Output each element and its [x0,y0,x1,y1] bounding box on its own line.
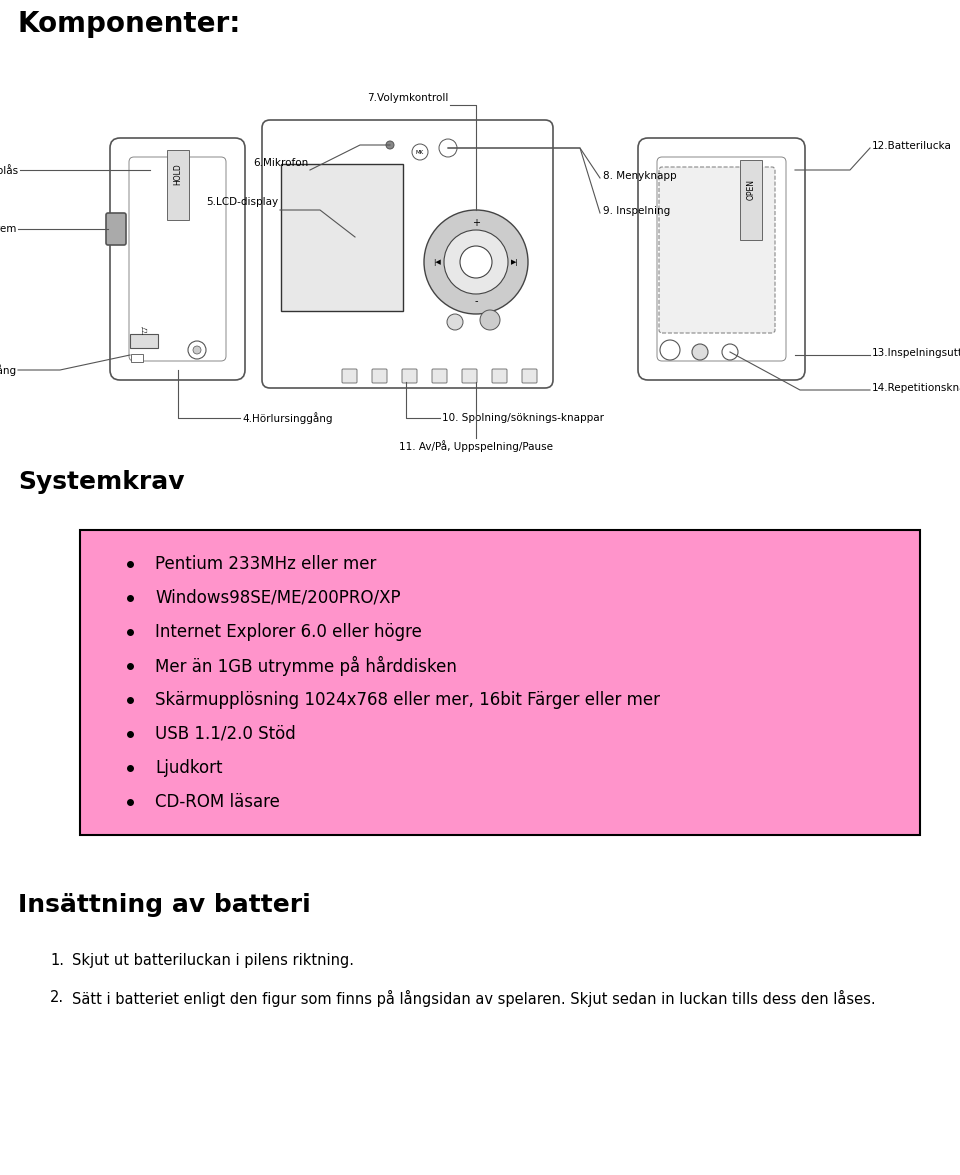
Text: Mer än 1GB utrymme på hårddisken: Mer än 1GB utrymme på hårddisken [155,656,457,676]
FancyBboxPatch shape [262,120,553,388]
Circle shape [193,345,201,354]
Circle shape [439,139,457,157]
Text: Windows98SE/ME/200PRO/XP: Windows98SE/ME/200PRO/XP [155,589,400,607]
Text: ⚐: ⚐ [139,327,149,337]
Circle shape [660,340,680,360]
Circle shape [444,230,508,294]
FancyBboxPatch shape [659,167,775,333]
Circle shape [424,210,528,314]
Text: -: - [474,296,478,306]
Text: Insättning av batteri: Insättning av batteri [18,893,311,916]
FancyBboxPatch shape [522,369,537,383]
Circle shape [480,310,500,330]
Text: Skärmupplösning 1024x768 eller mer, 16bit Färger eller mer: Skärmupplösning 1024x768 eller mer, 16bi… [155,691,660,709]
Text: 5.LCD-display: 5.LCD-display [205,197,278,207]
Text: Pentium 233MHz eller mer: Pentium 233MHz eller mer [155,555,376,573]
Bar [130,334,158,348]
FancyBboxPatch shape [129,157,226,361]
Text: 11. Av/På, Uppspelning/Pause: 11. Av/På, Uppspelning/Pause [399,439,553,452]
Text: Ljudkort: Ljudkort [155,759,223,777]
Circle shape [692,344,708,360]
Circle shape [447,314,463,330]
FancyBboxPatch shape [657,157,786,361]
Text: 9. Inspelning: 9. Inspelning [603,206,670,216]
Text: Komponenter:: Komponenter: [18,11,241,38]
Text: HOLD: HOLD [174,163,182,184]
Circle shape [722,344,738,360]
Text: 2.Fäste för halsrem: 2.Fäste för halsrem [0,224,16,234]
FancyBboxPatch shape [462,369,477,383]
FancyBboxPatch shape [638,137,805,380]
Text: +: + [472,219,480,228]
Text: Skjut ut batteriluckan i pilens riktning.: Skjut ut batteriluckan i pilens riktning… [72,953,354,968]
Text: 10. Spolning/söknings-knappar: 10. Spolning/söknings-knappar [442,412,604,423]
Text: OPEN: OPEN [747,179,756,200]
Circle shape [460,246,492,278]
Text: CD-ROM läsare: CD-ROM läsare [155,793,280,811]
Text: 1. Knapplås: 1. Knapplås [0,165,18,176]
FancyBboxPatch shape [342,369,357,383]
FancyBboxPatch shape [110,137,245,380]
Text: Systemkrav: Systemkrav [18,470,184,493]
Bar [740,160,762,240]
Text: 12.Batterilucka: 12.Batterilucka [872,141,952,152]
Text: 14.Repetitionsknapp: 14.Repetitionsknapp [872,383,960,392]
Text: Sätt i batteriet enligt den figur som finns på långsidan av spelaren. Skjut seda: Sätt i batteriet enligt den figur som fi… [72,991,876,1007]
FancyBboxPatch shape [432,369,447,383]
Circle shape [188,341,206,360]
FancyBboxPatch shape [80,530,920,835]
Text: MK: MK [416,149,424,154]
Text: 3. USB-ingång: 3. USB-ingång [0,364,16,376]
Text: 6.Mikrofon: 6.Mikrofon [252,157,308,168]
Text: 8. Menyknapp: 8. Menyknapp [603,172,677,181]
FancyBboxPatch shape [281,165,403,311]
Bar [167,150,189,220]
FancyBboxPatch shape [372,369,387,383]
Text: |◀: |◀ [433,258,441,266]
Text: 2.: 2. [50,991,64,1005]
Text: Internet Explorer 6.0 eller högre: Internet Explorer 6.0 eller högre [155,623,421,642]
Text: USB 1.1/2.0 Stöd: USB 1.1/2.0 Stöd [155,725,296,743]
FancyBboxPatch shape [106,213,126,246]
Circle shape [412,145,428,160]
Circle shape [386,141,394,149]
FancyBboxPatch shape [402,369,417,383]
Text: 7.Volymkontroll: 7.Volymkontroll [367,93,448,103]
Text: 13.Inspelningsuttag: 13.Inspelningsuttag [872,348,960,358]
FancyBboxPatch shape [492,369,507,383]
Text: 4.Hörlursinggång: 4.Hörlursinggång [242,412,332,424]
FancyBboxPatch shape [131,354,143,362]
Text: ▶|: ▶| [511,258,518,266]
Text: 1.: 1. [50,953,64,968]
